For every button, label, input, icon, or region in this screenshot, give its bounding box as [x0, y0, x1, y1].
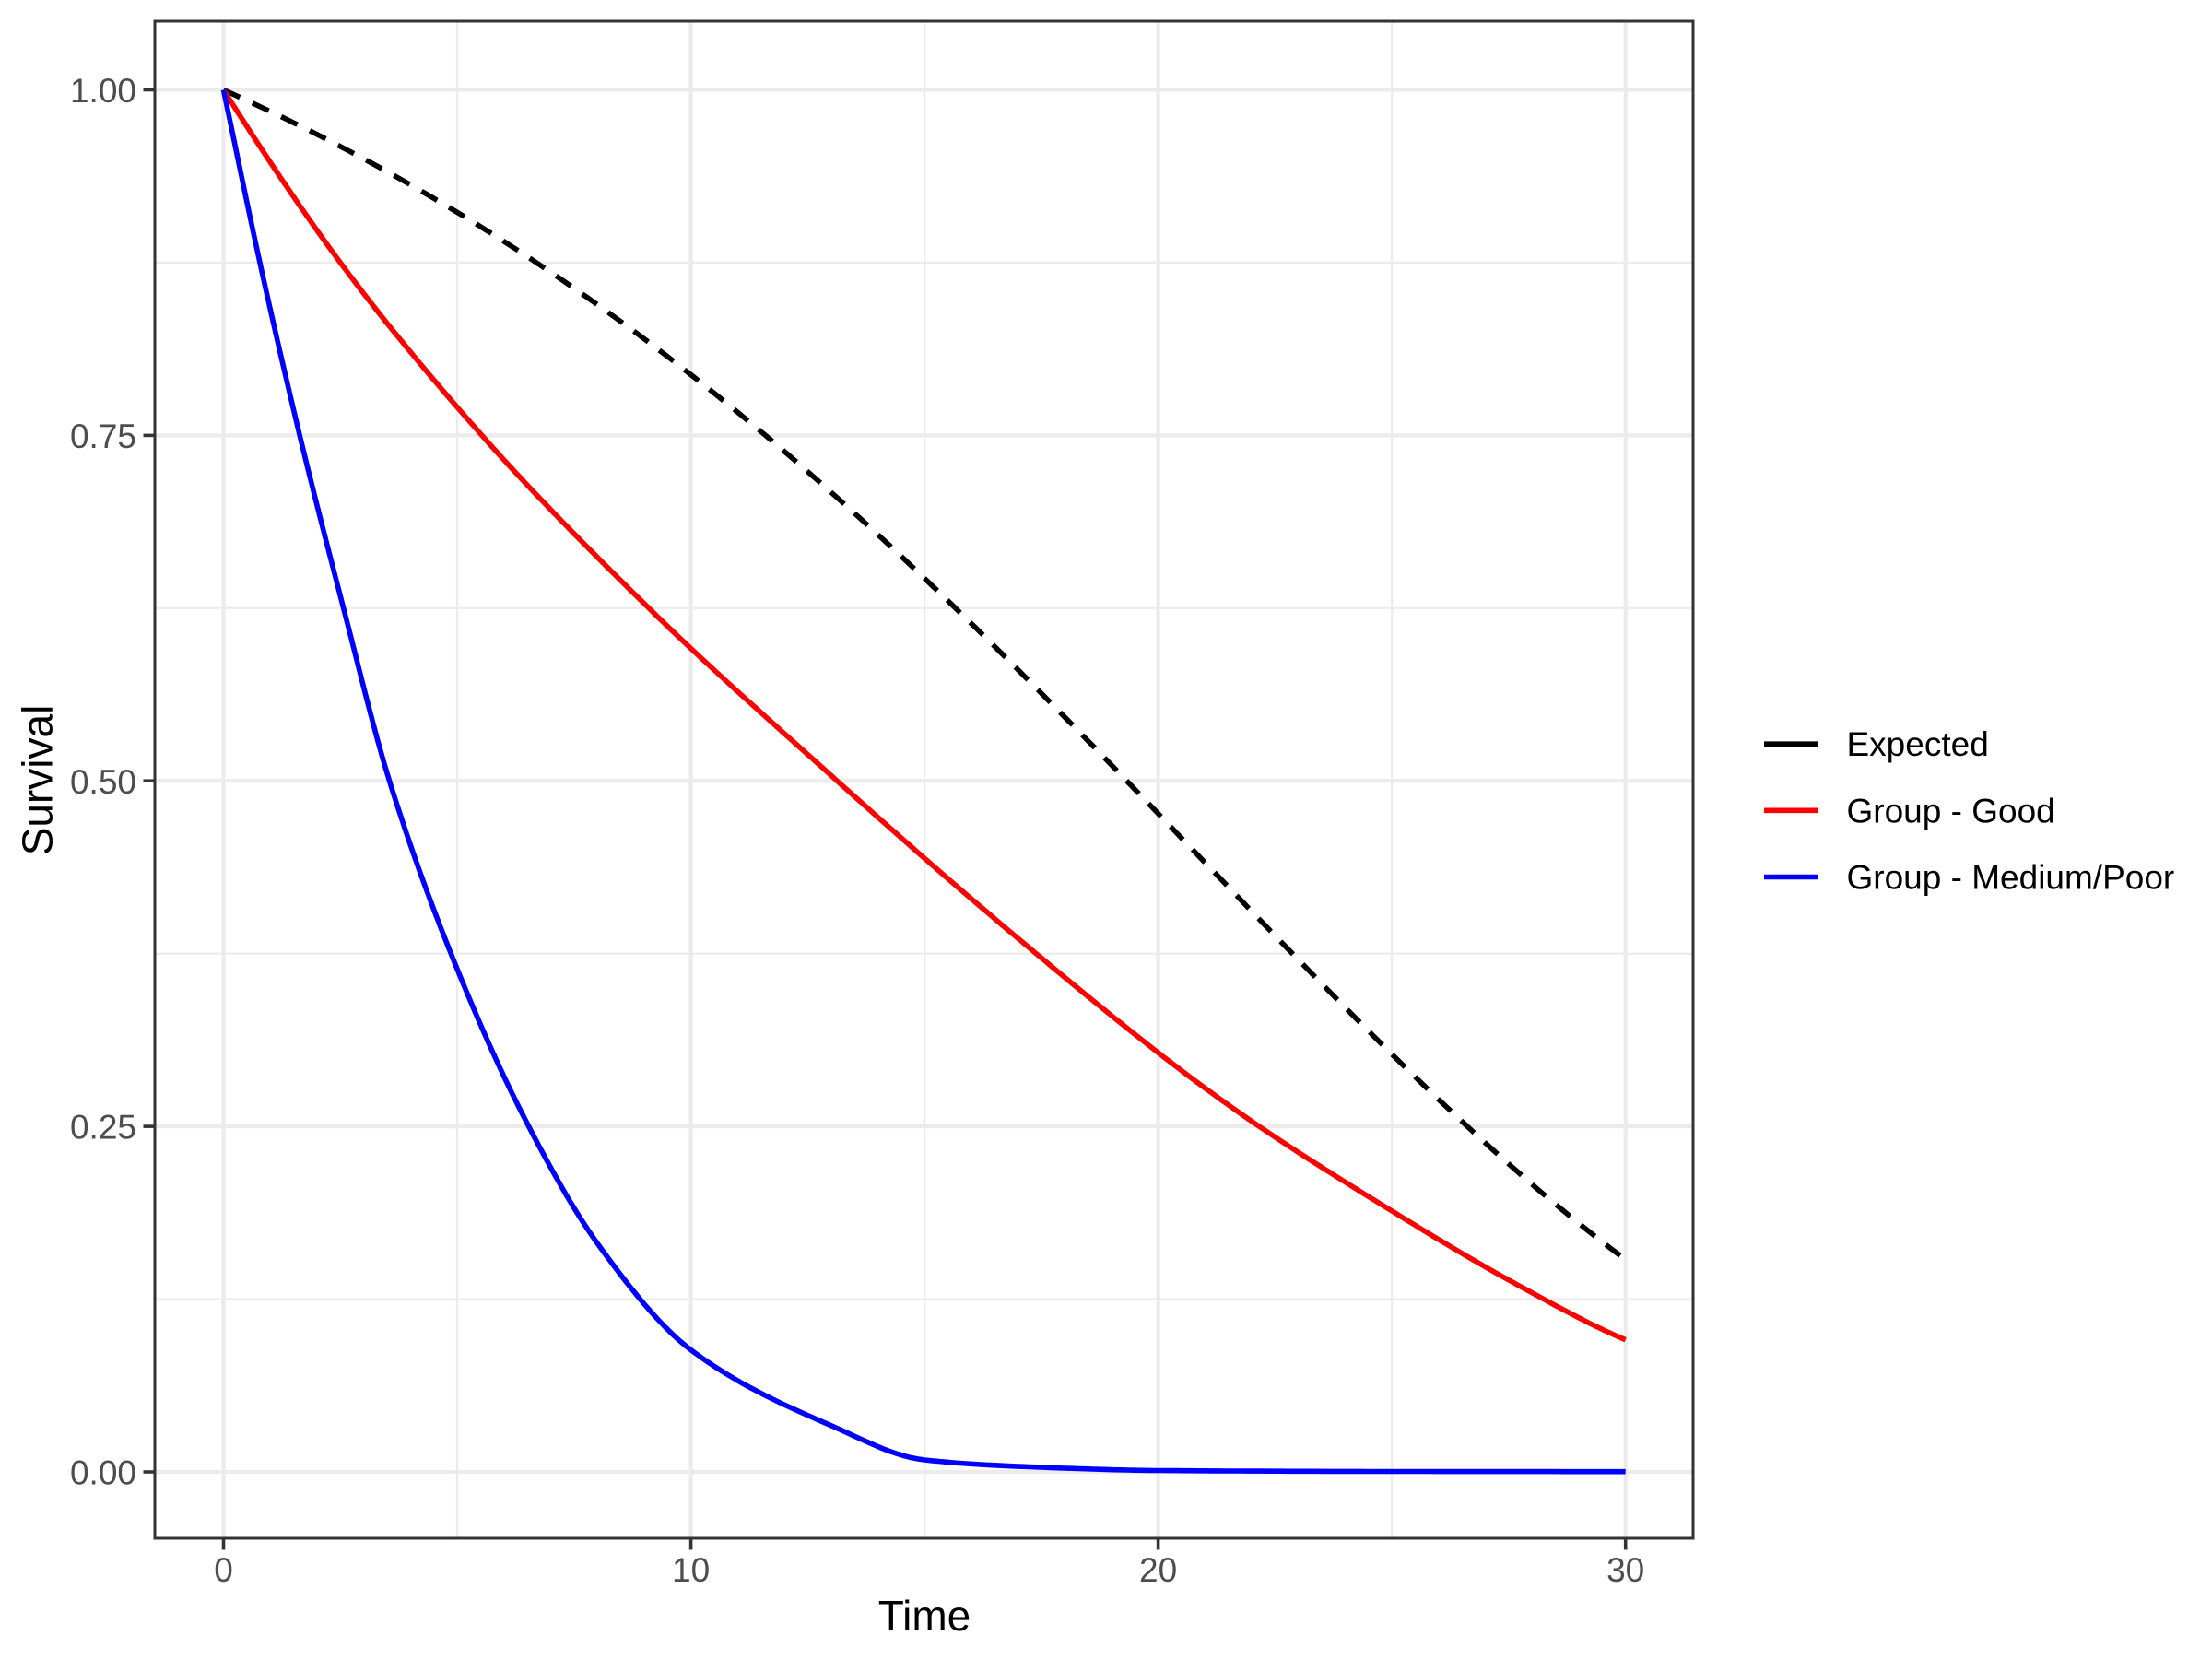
svg-text:20: 20 [1139, 1551, 1177, 1589]
svg-text:0.00: 0.00 [70, 1454, 136, 1492]
svg-text:Survival: Survival [14, 705, 62, 856]
svg-text:0: 0 [214, 1551, 233, 1589]
svg-text:30: 30 [1606, 1551, 1644, 1589]
svg-text:Group - Medium/Poor: Group - Medium/Poor [1847, 859, 2175, 897]
svg-text:0.50: 0.50 [70, 763, 136, 801]
svg-text:0.25: 0.25 [70, 1109, 136, 1147]
svg-text:Time: Time [878, 1592, 971, 1640]
svg-text:1.00: 1.00 [70, 72, 136, 110]
svg-text:10: 10 [672, 1551, 710, 1589]
svg-text:Expected: Expected [1847, 725, 1989, 763]
svg-text:0.75: 0.75 [70, 418, 136, 455]
svg-text:Group - Good: Group - Good [1847, 792, 2055, 830]
